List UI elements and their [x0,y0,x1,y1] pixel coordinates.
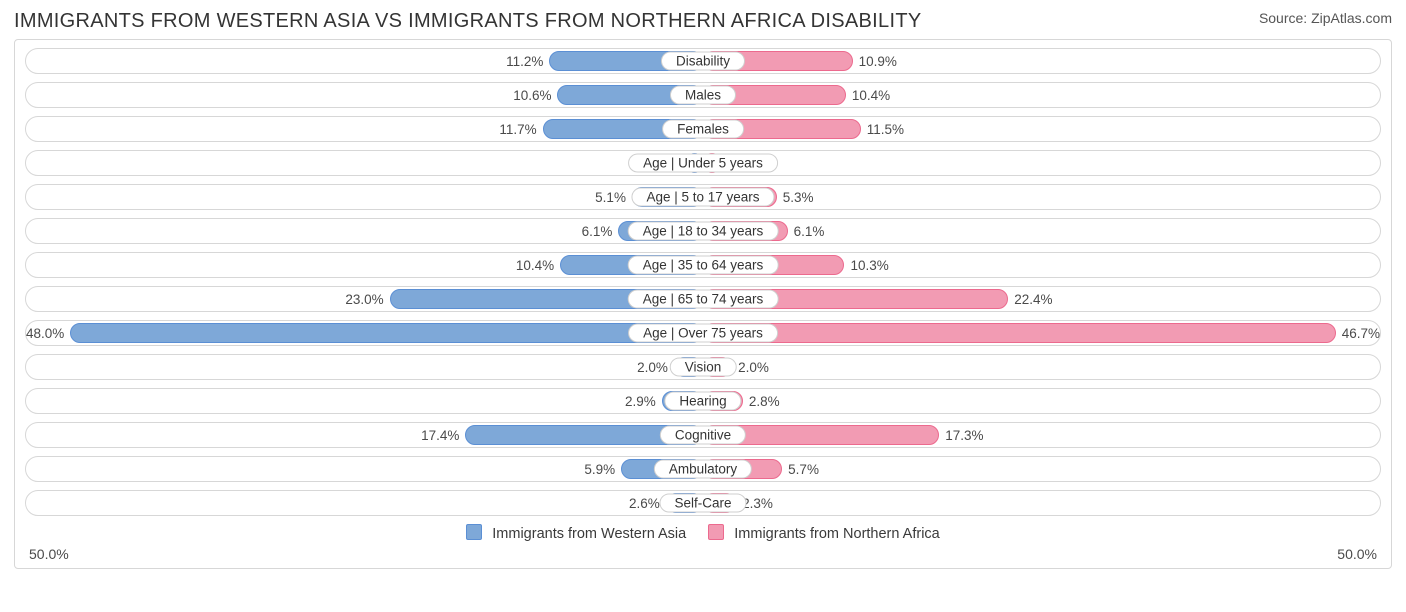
chart-row: 6.1% 6.1% Age | 18 to 34 years [25,218,1381,244]
chart-rows: 11.2% 10.9% Disability 10.6% 10.4% Males 11.7%… [25,48,1381,516]
value-left: 17.4% [421,428,459,443]
chart-row: 10.4% 10.3% Age | 35 to 64 years [25,252,1381,278]
bar-right [703,323,1336,343]
category-label: Females [662,120,744,139]
value-left: 6.1% [582,224,613,239]
legend-swatch-left [466,524,482,540]
chart-title: IMMIGRANTS FROM WESTERN ASIA VS IMMIGRAN… [14,10,921,33]
category-label: Hearing [664,392,741,411]
value-left: 23.0% [345,292,383,307]
chart-row: 2.0% 2.0%Vision [25,354,1381,380]
chart-row: 1.1%1.2%Age | Under 5 years [25,150,1381,176]
chart-row: 5.9% 5.7% Ambulatory [25,456,1381,482]
value-left: 11.2% [506,54,543,69]
category-label: Cognitive [660,426,746,445]
axis-left-max: 50.0% [29,546,69,562]
category-label: Males [670,86,736,105]
chart-row: 48.0% 46.7% Age | Over 75 years [25,320,1381,346]
category-label: Age | Under 5 years [628,154,778,173]
source-attribution: Source: ZipAtlas.com [1259,10,1392,26]
value-right: 2.3% [742,496,773,511]
category-label: Self-Care [659,494,746,513]
chart-legend: Immigrants from Western Asia Immigrants … [25,524,1381,542]
chart-row: 2.9% 2.8% Hearing [25,388,1381,414]
chart-row: 23.0% 22.4% Age | 65 to 74 years [25,286,1381,312]
chart-row: 11.2% 10.9% Disability [25,48,1381,74]
value-left: 10.6% [513,88,551,103]
axis-right-max: 50.0% [1337,546,1377,562]
value-right: 11.5% [867,122,904,137]
x-axis: 50.0% 50.0% [25,546,1381,562]
value-right: 17.3% [945,428,983,443]
value-right: 46.7% [1342,326,1380,341]
value-right: 2.0% [738,360,769,375]
legend-swatch-right [708,524,724,540]
value-left: 5.1% [595,190,626,205]
value-left: 10.4% [516,258,554,273]
value-right: 10.4% [852,88,890,103]
value-left: 5.9% [584,462,615,477]
chart-row: 10.6% 10.4% Males [25,82,1381,108]
chart-row: 17.4% 17.3% Cognitive [25,422,1381,448]
category-label: Vision [670,358,737,377]
value-left: 2.6% [629,496,660,511]
category-label: Age | 35 to 64 years [628,256,779,275]
value-left: 2.0% [637,360,668,375]
category-label: Age | 65 to 74 years [628,290,779,309]
value-right: 22.4% [1014,292,1052,307]
value-right: 5.7% [788,462,819,477]
value-left: 11.7% [499,122,536,137]
category-label: Disability [661,52,745,71]
chart-row: 5.1% 5.3% Age | 5 to 17 years [25,184,1381,210]
chart-container: 11.2% 10.9% Disability 10.6% 10.4% Males 11.7%… [14,39,1392,569]
category-label: Age | 5 to 17 years [631,188,774,207]
value-right: 10.3% [850,258,888,273]
chart-row: 2.6% 2.3%Self-Care [25,490,1381,516]
value-left: 48.0% [26,326,64,341]
legend-label-right: Immigrants from Northern Africa [734,526,939,542]
category-label: Age | 18 to 34 years [628,222,779,241]
bar-left [70,323,703,343]
category-label: Age | Over 75 years [628,324,778,343]
value-right: 6.1% [794,224,825,239]
value-right: 2.8% [749,394,780,409]
legend-label-left: Immigrants from Western Asia [492,526,686,542]
value-right: 5.3% [783,190,814,205]
category-label: Ambulatory [654,460,752,479]
value-right: 10.9% [859,54,897,69]
chart-row: 11.7% 11.5% Females [25,116,1381,142]
value-left: 2.9% [625,394,656,409]
